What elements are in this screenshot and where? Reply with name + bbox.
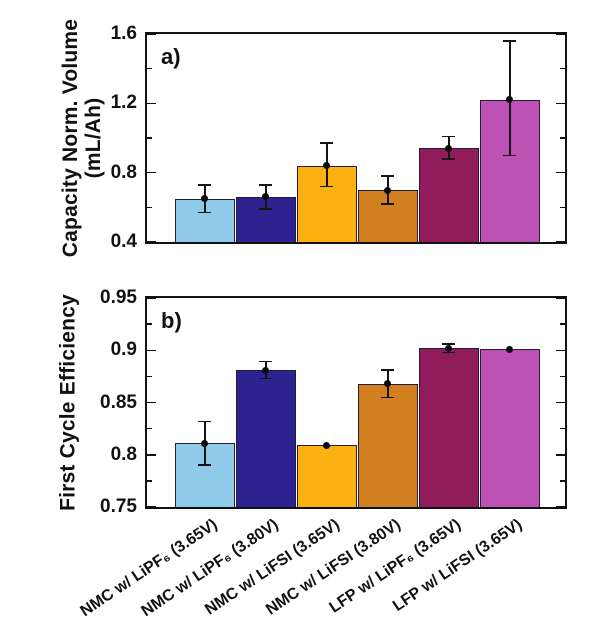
y-tick-label: 0.85 — [100, 391, 137, 413]
bar — [358, 383, 418, 507]
panel-b-plot-area: b) — [145, 296, 567, 509]
error-bar-cap — [503, 40, 517, 42]
data-point-dot — [201, 195, 209, 203]
error-bar-cap — [198, 184, 212, 186]
error-bar-cap — [198, 464, 212, 466]
bar — [419, 148, 479, 242]
error-bar-cap — [320, 185, 334, 188]
error-bar-cap — [381, 203, 395, 205]
error-bar-cap — [442, 343, 456, 345]
data-point-dot — [445, 144, 453, 152]
y-tick-label: 0.4 — [110, 231, 137, 252]
y-tick — [556, 297, 565, 299]
y-axis-title-line2: (mL/Ah) — [82, 97, 105, 179]
error-bar-cap — [381, 396, 395, 399]
y-tick — [147, 206, 152, 209]
y-tick — [147, 102, 156, 105]
error-bar-cap — [442, 158, 456, 160]
y-tick — [556, 102, 565, 105]
y-tick — [556, 506, 565, 508]
y-tick — [556, 349, 565, 351]
y-tick — [560, 206, 565, 209]
y-tick — [147, 137, 152, 139]
bar — [236, 370, 296, 507]
y-tick-label: 0.8 — [110, 443, 137, 465]
y-tick — [556, 401, 565, 404]
y-tick-label: 1.2 — [110, 92, 137, 114]
error-bar-cap — [198, 211, 212, 214]
y-tick — [560, 67, 565, 70]
error-bar-cap — [381, 175, 395, 177]
y-tick — [147, 454, 156, 456]
error-bar-cap — [442, 135, 456, 138]
error-bar-cap — [259, 184, 273, 186]
y-tick-label: 0.95 — [100, 287, 137, 308]
error-bar-cap — [259, 208, 273, 210]
y-tick — [147, 67, 152, 70]
y-tick — [147, 375, 152, 378]
y-tick — [560, 323, 565, 325]
data-point-dot — [445, 344, 453, 352]
error-bar-cap — [503, 154, 517, 157]
y-axis-title-capacity: Capacity Norm. Volume (mL/Ah) — [59, 8, 105, 268]
y-tick — [147, 349, 156, 351]
y-tick — [147, 297, 156, 299]
y-tick — [147, 401, 156, 404]
y-tick — [556, 33, 565, 35]
y-axis-title-line1: Capacity Norm. Volume — [59, 18, 82, 258]
panel-b-label: b) — [161, 308, 182, 333]
data-point-dot — [506, 345, 514, 353]
error-bar-cap — [442, 351, 456, 354]
y-tick — [147, 33, 156, 35]
y-tick — [147, 506, 156, 508]
y-tick — [560, 375, 565, 378]
y-tick — [556, 171, 565, 174]
y-tick-label: 0.75 — [100, 496, 137, 517]
y-tick — [147, 323, 152, 325]
y-tick — [147, 480, 152, 482]
panel-a-plot-area: a) — [145, 32, 567, 244]
y-tick-label: 1.6 — [110, 23, 137, 44]
y-tick — [147, 241, 156, 243]
data-point-dot — [201, 439, 209, 447]
bar — [480, 349, 540, 507]
y-tick — [556, 241, 565, 243]
bar — [419, 348, 479, 507]
y-tick — [147, 171, 156, 174]
error-bar-cap — [320, 142, 334, 144]
y-tick-label: 0.8 — [110, 161, 137, 183]
y-tick — [560, 137, 565, 139]
bar — [297, 445, 357, 507]
data-point-dot — [506, 96, 514, 104]
data-point-dot — [262, 193, 270, 201]
data-point-dot — [323, 441, 331, 449]
error-bar-cap — [198, 420, 212, 423]
data-point-dot — [323, 162, 331, 170]
error-bar-cap — [259, 360, 273, 363]
y-tick-label: 0.9 — [110, 339, 137, 361]
data-point-dot — [384, 186, 392, 194]
panel-a-label: a) — [161, 44, 181, 69]
data-point-dot — [384, 380, 392, 388]
data-point-dot — [262, 366, 270, 374]
y-tick — [560, 427, 565, 430]
error-bar-cap — [381, 369, 395, 371]
y-tick — [147, 427, 152, 430]
y-tick — [560, 480, 565, 482]
y-tick — [556, 454, 565, 456]
error-bar-cap — [259, 377, 273, 380]
